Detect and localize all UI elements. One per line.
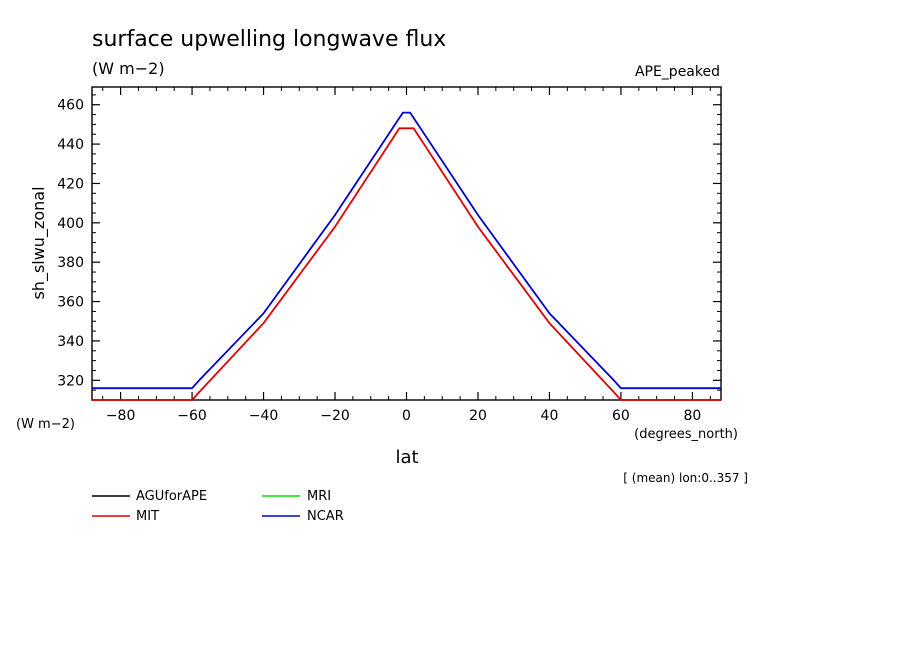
y-tick-label: 360 — [57, 295, 84, 311]
x-tick-label: 40 — [541, 408, 559, 424]
y-tick-label: 340 — [57, 334, 84, 350]
x-tick-label: 60 — [612, 408, 630, 424]
y-tick-label: 420 — [57, 176, 84, 192]
x-tick-label: 0 — [402, 408, 411, 424]
y-tick-label: 440 — [57, 137, 84, 153]
y-tick-label: 460 — [57, 98, 84, 114]
y-axis-label: sh_slwu_zonal — [29, 186, 49, 299]
x-tick-label: 80 — [683, 408, 701, 424]
chart-units: (W m−2) — [92, 59, 165, 78]
y-tick-label: 400 — [57, 216, 84, 232]
x-tick-label: −60 — [177, 408, 207, 424]
y-tick-label: 320 — [57, 373, 84, 389]
x-tick-label: −20 — [320, 408, 350, 424]
series-line-mit — [92, 127, 721, 401]
legend-item: MRI — [262, 489, 331, 504]
legend: AGUforAPE MIT MRI NCAR — [92, 489, 344, 524]
x-tick-label: 20 — [469, 408, 487, 424]
legend-label: MIT — [136, 509, 159, 524]
y-tick-label: 380 — [57, 255, 84, 271]
averaging-note: [ (mean) lon:0..357 ] — [623, 471, 748, 485]
legend-item: NCAR — [262, 509, 344, 524]
plot-frame — [91, 86, 722, 401]
x-tick-label: −40 — [249, 408, 279, 424]
plot-area: −80 −60 −40 −20 0 20 40 60 80 320 340 360 380 400 420 4… — [57, 86, 722, 424]
x-axis-label: lat — [395, 447, 418, 468]
series-line-ncar — [92, 111, 721, 390]
x-tick-label: −80 — [106, 408, 136, 424]
chart-title: surface upwelling longwave flux — [92, 27, 446, 52]
experiment-label: APE_peaked — [635, 64, 720, 80]
legend-label: NCAR — [307, 509, 344, 524]
legend-label: MRI — [307, 489, 331, 504]
x-axis-units: (degrees_north) — [634, 427, 738, 442]
legend-item: AGUforAPE — [92, 489, 207, 504]
legend-label: AGUforAPE — [136, 489, 207, 504]
legend-item: MIT — [92, 509, 159, 524]
y-axis-units: (W m−2) — [16, 417, 75, 432]
